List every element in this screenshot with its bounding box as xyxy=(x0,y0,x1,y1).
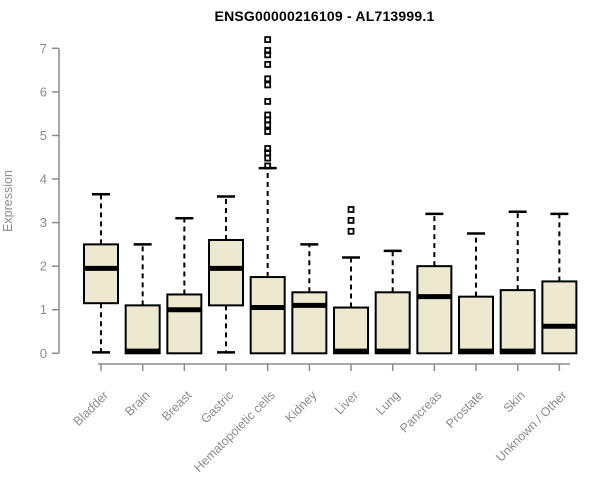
outlier-point xyxy=(264,81,272,89)
outlier-point xyxy=(264,36,272,43)
box-kidney xyxy=(291,243,328,355)
y-axis: 0 1 2 3 4 5 6 7 xyxy=(40,41,60,361)
outlier-point xyxy=(264,75,272,83)
x-tick-label-skin: Skin xyxy=(501,388,528,415)
iqr-box xyxy=(541,280,578,355)
box-unknown-other xyxy=(541,212,578,355)
y-tick-label: 0 xyxy=(40,346,47,361)
iqr-box xyxy=(291,291,328,355)
box-gastric xyxy=(208,195,245,354)
outlier-point xyxy=(347,227,355,235)
outlier-point xyxy=(264,121,272,129)
y-tick-label: 3 xyxy=(40,215,47,230)
iqr-box xyxy=(83,243,119,305)
y-tick-label: 6 xyxy=(40,84,47,99)
outlier-point xyxy=(264,61,272,68)
x-tick-label-breast: Breast xyxy=(159,388,195,424)
iqr-box xyxy=(416,265,453,355)
outlier-point xyxy=(264,154,272,162)
outlier-point xyxy=(264,128,272,135)
box-breast xyxy=(166,216,203,355)
iqr-box xyxy=(249,276,286,355)
x-tick-label-unknown-other: Unknown / Other xyxy=(493,388,569,464)
x-tick-label-lung: Lung xyxy=(373,388,403,418)
box-skin xyxy=(499,210,536,355)
outlier-point xyxy=(347,217,355,224)
outlier-point xyxy=(347,206,355,213)
y-tick-label: 7 xyxy=(40,41,47,56)
y-tick-label: 4 xyxy=(40,172,47,187)
outlier-point xyxy=(264,162,272,170)
chart-title: ENSG00000216109 - AL713999.1 xyxy=(214,8,435,24)
box-brain xyxy=(124,243,161,355)
iqr-box xyxy=(208,239,245,307)
x-tick-label-prostate: Prostate xyxy=(443,388,486,431)
x-tick-label-hematopoietic-cells: Hematopoietic cells xyxy=(191,388,278,475)
y-tick-label: 2 xyxy=(40,259,47,274)
outlier-point xyxy=(264,47,272,54)
outlier-point xyxy=(264,145,272,152)
box-liver xyxy=(333,206,370,355)
outlier-point xyxy=(264,111,272,119)
x-tick-label-kidney: Kidney xyxy=(283,388,320,425)
box-pancreas xyxy=(416,212,453,355)
x-tick-label-liver: Liver xyxy=(332,388,361,417)
x-tick-label-pancreas: Pancreas xyxy=(397,388,444,435)
x-tick-label-gastric: Gastric xyxy=(198,388,236,426)
box-lung xyxy=(374,249,411,355)
iqr-box xyxy=(124,304,161,355)
iqr-box xyxy=(333,306,370,355)
box-hematopoietic-cells xyxy=(249,36,286,355)
box-bladder xyxy=(83,193,119,354)
y-tick-label: 1 xyxy=(40,302,47,317)
outlier-point xyxy=(264,98,272,105)
x-tick-label-bladder: Bladder xyxy=(71,388,111,428)
x-tick-label-brain: Brain xyxy=(122,388,153,419)
iqr-box xyxy=(458,295,495,355)
y-tick-label: 5 xyxy=(40,128,47,143)
iqr-box xyxy=(166,293,203,355)
box-prostate xyxy=(458,232,495,355)
iqr-box xyxy=(374,291,411,355)
iqr-box xyxy=(499,289,536,355)
